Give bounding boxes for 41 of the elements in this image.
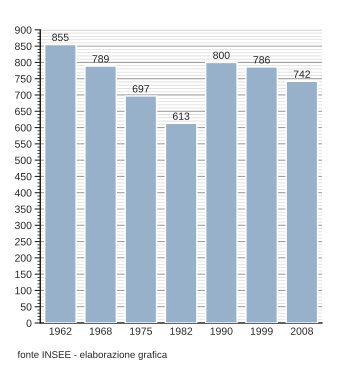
y-tick-label: 850 <box>14 42 32 50</box>
y-tick-label: 900 <box>15 26 32 34</box>
y-tick-label: 600 <box>15 124 32 132</box>
y-tick-label: 800 <box>14 58 32 66</box>
source-note: fonte INSEE - elaborazione grafica <box>18 350 168 360</box>
y-tick-label: 200 <box>15 254 32 262</box>
bar <box>124 95 158 324</box>
bar <box>44 44 77 324</box>
x-tick-label: 1990 <box>210 327 233 335</box>
y-tick-label: 450 <box>14 172 32 180</box>
x-tick-label: 1962 <box>50 327 72 335</box>
bar <box>285 80 318 324</box>
bar <box>84 65 118 324</box>
bar <box>164 122 198 324</box>
data-label: 855 <box>52 34 69 42</box>
x-tick-label: 1975 <box>130 327 152 335</box>
y-tick-label: 250 <box>15 238 32 246</box>
y-tick-label: 700 <box>15 91 32 99</box>
y-tick-label: 0 <box>26 320 32 327</box>
y-tick-label: 100 <box>15 286 32 294</box>
data-label: 800 <box>213 52 230 59</box>
y-tick-label: 50 <box>20 303 32 311</box>
y-tick-label: 750 <box>15 75 32 83</box>
data-label: 786 <box>253 56 270 64</box>
data-label: 789 <box>92 55 109 63</box>
y-tick-label: 550 <box>14 140 32 148</box>
y-tick-label: 150 <box>15 270 32 278</box>
data-label: 742 <box>294 70 310 78</box>
x-tick-label: 2008 <box>290 327 314 335</box>
data-label: 613 <box>172 112 190 120</box>
y-tick-label: 500 <box>14 156 32 164</box>
y-tick-label: 350 <box>14 206 32 213</box>
x-tick-label: 1982 <box>170 327 192 335</box>
bar <box>204 62 238 324</box>
x-tick-label: 1999 <box>250 327 273 335</box>
bar <box>245 66 278 324</box>
y-tick-label: 300 <box>14 222 32 230</box>
y-tick-label: 400 <box>14 189 32 197</box>
data-label: 697 <box>132 85 150 93</box>
x-tick-label: 1968 <box>90 327 112 335</box>
y-tick-label: 650 <box>15 108 32 116</box>
